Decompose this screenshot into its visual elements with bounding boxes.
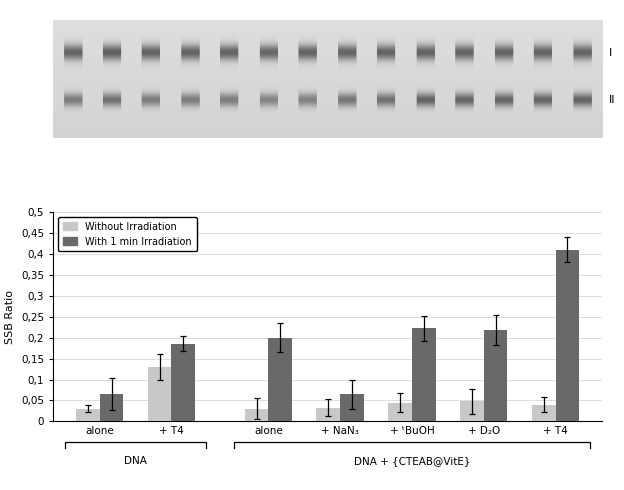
Text: DNA + {CTEAB@VitE}: DNA + {CTEAB@VitE} [354,456,470,466]
Bar [388,403,412,421]
Text: DNA: DNA [124,456,147,466]
Bar [460,401,484,421]
Text: I: I [609,48,612,58]
Bar [172,344,195,421]
Bar [340,394,364,421]
Bar [100,394,124,421]
Bar [76,409,100,421]
Bar [148,367,172,421]
Text: A: A [23,0,31,3]
Y-axis label: SSB Ratio: SSB Ratio [6,290,16,343]
Bar [245,409,268,421]
Bar [484,330,507,421]
Bar [532,405,555,421]
Bar [268,338,292,421]
Bar [555,250,579,421]
Legend: Without Irradiation, With 1 min Irradiation: Without Irradiation, With 1 min Irradiat… [58,217,197,251]
Bar [316,408,340,421]
Text: II: II [609,95,615,105]
Bar [412,328,436,421]
